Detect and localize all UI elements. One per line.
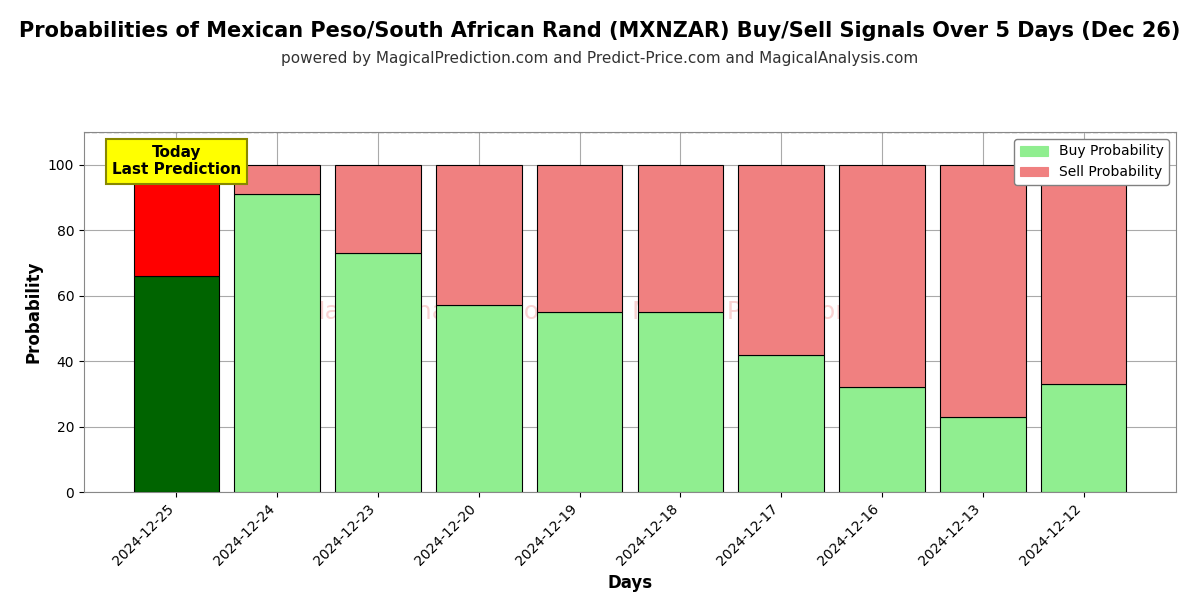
Bar <box>133 276 220 492</box>
Text: powered by MagicalPrediction.com and Predict-Price.com and MagicalAnalysis.com: powered by MagicalPrediction.com and Pre… <box>281 51 919 66</box>
Text: MagicalPrediction.com: MagicalPrediction.com <box>631 300 913 324</box>
Text: Today
Last Prediction: Today Last Prediction <box>112 145 241 178</box>
Bar <box>637 165 724 312</box>
X-axis label: Days: Days <box>607 574 653 592</box>
Bar <box>637 312 724 492</box>
Bar <box>234 165 320 194</box>
Bar <box>738 165 824 355</box>
Bar <box>839 165 925 387</box>
Bar <box>335 253 421 492</box>
Bar <box>335 165 421 253</box>
Legend: Buy Probability, Sell Probability: Buy Probability, Sell Probability <box>1014 139 1169 185</box>
Bar <box>1040 384 1127 492</box>
Bar <box>940 417 1026 492</box>
Bar <box>738 355 824 492</box>
Bar <box>536 165 623 312</box>
Bar <box>839 387 925 492</box>
Bar <box>436 165 522 305</box>
Bar <box>436 305 522 492</box>
Bar <box>133 165 220 276</box>
Y-axis label: Probability: Probability <box>24 261 42 363</box>
Bar <box>940 165 1026 417</box>
Bar <box>1040 165 1127 384</box>
Text: MagicalAnalysis.com: MagicalAnalysis.com <box>304 300 564 324</box>
Text: Probabilities of Mexican Peso/South African Rand (MXNZAR) Buy/Sell Signals Over : Probabilities of Mexican Peso/South Afri… <box>19 21 1181 41</box>
Bar <box>536 312 623 492</box>
Bar <box>234 194 320 492</box>
